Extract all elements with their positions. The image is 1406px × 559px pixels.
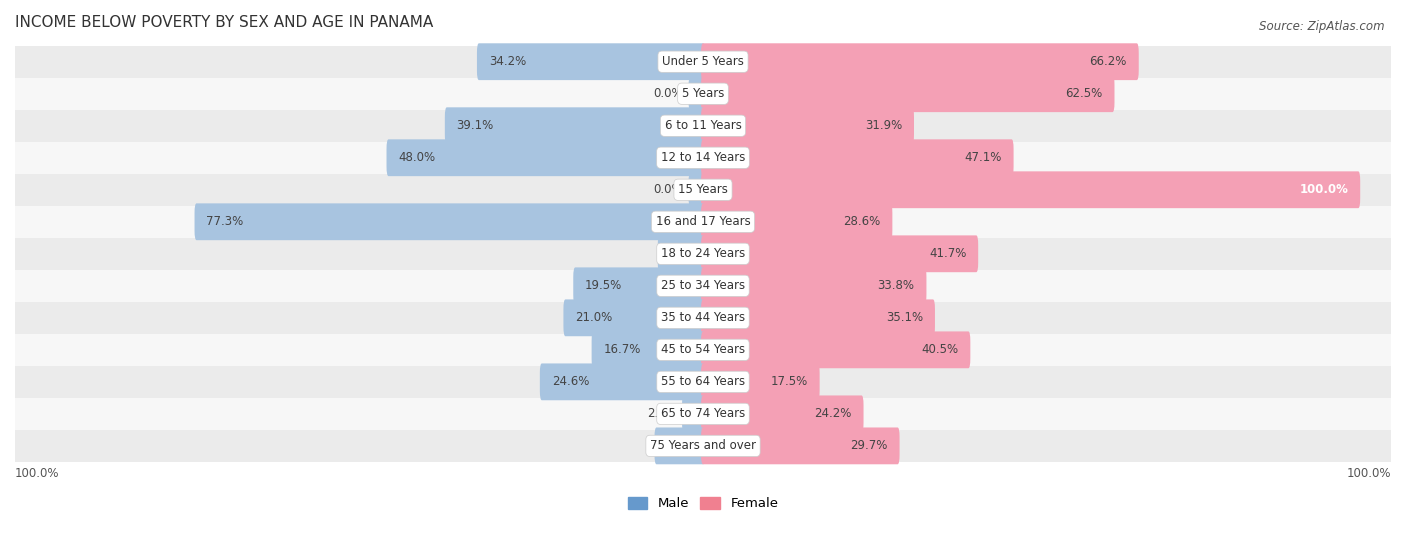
Text: 28.6%: 28.6% — [844, 215, 880, 228]
Text: 34.2%: 34.2% — [489, 55, 526, 68]
Text: 41.7%: 41.7% — [929, 247, 966, 260]
Text: 35 to 44 Years: 35 to 44 Years — [661, 311, 745, 324]
FancyBboxPatch shape — [702, 139, 1014, 176]
Text: 31.9%: 31.9% — [865, 119, 903, 132]
Text: 16.7%: 16.7% — [603, 343, 641, 356]
FancyBboxPatch shape — [689, 78, 704, 109]
Text: 2.9%: 2.9% — [648, 408, 678, 420]
FancyBboxPatch shape — [689, 174, 704, 205]
Text: 77.3%: 77.3% — [207, 215, 243, 228]
FancyBboxPatch shape — [564, 300, 704, 336]
Text: 7.1%: 7.1% — [666, 439, 696, 452]
Text: 33.8%: 33.8% — [877, 280, 915, 292]
Text: 39.1%: 39.1% — [457, 119, 494, 132]
Text: 47.1%: 47.1% — [965, 151, 1002, 164]
Bar — [15, 78, 1391, 110]
FancyBboxPatch shape — [574, 267, 704, 304]
Text: 5 Years: 5 Years — [682, 87, 724, 100]
Bar — [15, 366, 1391, 398]
Text: 16 and 17 Years: 16 and 17 Years — [655, 215, 751, 228]
Text: 100.0%: 100.0% — [15, 467, 59, 480]
Text: 18 to 24 Years: 18 to 24 Years — [661, 247, 745, 260]
Text: 17.5%: 17.5% — [770, 375, 808, 389]
Bar — [15, 206, 1391, 238]
Bar — [15, 398, 1391, 430]
FancyBboxPatch shape — [477, 43, 704, 80]
FancyBboxPatch shape — [702, 363, 820, 400]
Legend: Male, Female: Male, Female — [623, 491, 783, 515]
FancyBboxPatch shape — [702, 43, 1139, 80]
Bar — [15, 302, 1391, 334]
Text: 66.2%: 66.2% — [1090, 55, 1128, 68]
Text: 29.7%: 29.7% — [851, 439, 887, 452]
Bar — [15, 430, 1391, 462]
Text: 24.6%: 24.6% — [551, 375, 589, 389]
Bar — [15, 142, 1391, 174]
Text: Under 5 Years: Under 5 Years — [662, 55, 744, 68]
Text: 100.0%: 100.0% — [1299, 183, 1348, 196]
Text: 25 to 34 Years: 25 to 34 Years — [661, 280, 745, 292]
FancyBboxPatch shape — [702, 300, 935, 336]
FancyBboxPatch shape — [702, 331, 970, 368]
Bar — [15, 238, 1391, 270]
Text: 21.0%: 21.0% — [575, 311, 613, 324]
Text: 19.5%: 19.5% — [585, 280, 623, 292]
Text: 75 Years and over: 75 Years and over — [650, 439, 756, 452]
Text: INCOME BELOW POVERTY BY SEX AND AGE IN PANAMA: INCOME BELOW POVERTY BY SEX AND AGE IN P… — [15, 15, 433, 30]
Bar — [15, 270, 1391, 302]
Text: 65 to 74 Years: 65 to 74 Years — [661, 408, 745, 420]
Text: 40.5%: 40.5% — [921, 343, 959, 356]
Text: 35.1%: 35.1% — [886, 311, 924, 324]
FancyBboxPatch shape — [702, 235, 979, 272]
FancyBboxPatch shape — [444, 107, 704, 144]
Text: 45 to 54 Years: 45 to 54 Years — [661, 343, 745, 356]
Text: 6.6%: 6.6% — [669, 247, 699, 260]
Text: 55 to 64 Years: 55 to 64 Years — [661, 375, 745, 389]
FancyBboxPatch shape — [387, 139, 704, 176]
FancyBboxPatch shape — [702, 172, 1360, 208]
FancyBboxPatch shape — [702, 395, 863, 432]
Text: Source: ZipAtlas.com: Source: ZipAtlas.com — [1260, 20, 1385, 32]
Text: 100.0%: 100.0% — [1347, 467, 1391, 480]
Text: 12 to 14 Years: 12 to 14 Years — [661, 151, 745, 164]
Text: 6 to 11 Years: 6 to 11 Years — [665, 119, 741, 132]
Bar — [15, 110, 1391, 142]
FancyBboxPatch shape — [702, 107, 914, 144]
FancyBboxPatch shape — [194, 203, 704, 240]
Bar — [15, 46, 1391, 78]
Text: 48.0%: 48.0% — [398, 151, 436, 164]
Text: 15 Years: 15 Years — [678, 183, 728, 196]
FancyBboxPatch shape — [702, 428, 900, 465]
FancyBboxPatch shape — [702, 75, 1115, 112]
Bar — [15, 174, 1391, 206]
FancyBboxPatch shape — [658, 235, 704, 272]
Text: 0.0%: 0.0% — [654, 87, 683, 100]
Text: 62.5%: 62.5% — [1066, 87, 1102, 100]
FancyBboxPatch shape — [702, 267, 927, 304]
Bar — [15, 334, 1391, 366]
FancyBboxPatch shape — [655, 428, 704, 465]
FancyBboxPatch shape — [540, 363, 704, 400]
FancyBboxPatch shape — [592, 331, 704, 368]
FancyBboxPatch shape — [702, 203, 893, 240]
FancyBboxPatch shape — [682, 395, 704, 432]
Text: 0.0%: 0.0% — [654, 183, 683, 196]
Text: 24.2%: 24.2% — [814, 408, 852, 420]
